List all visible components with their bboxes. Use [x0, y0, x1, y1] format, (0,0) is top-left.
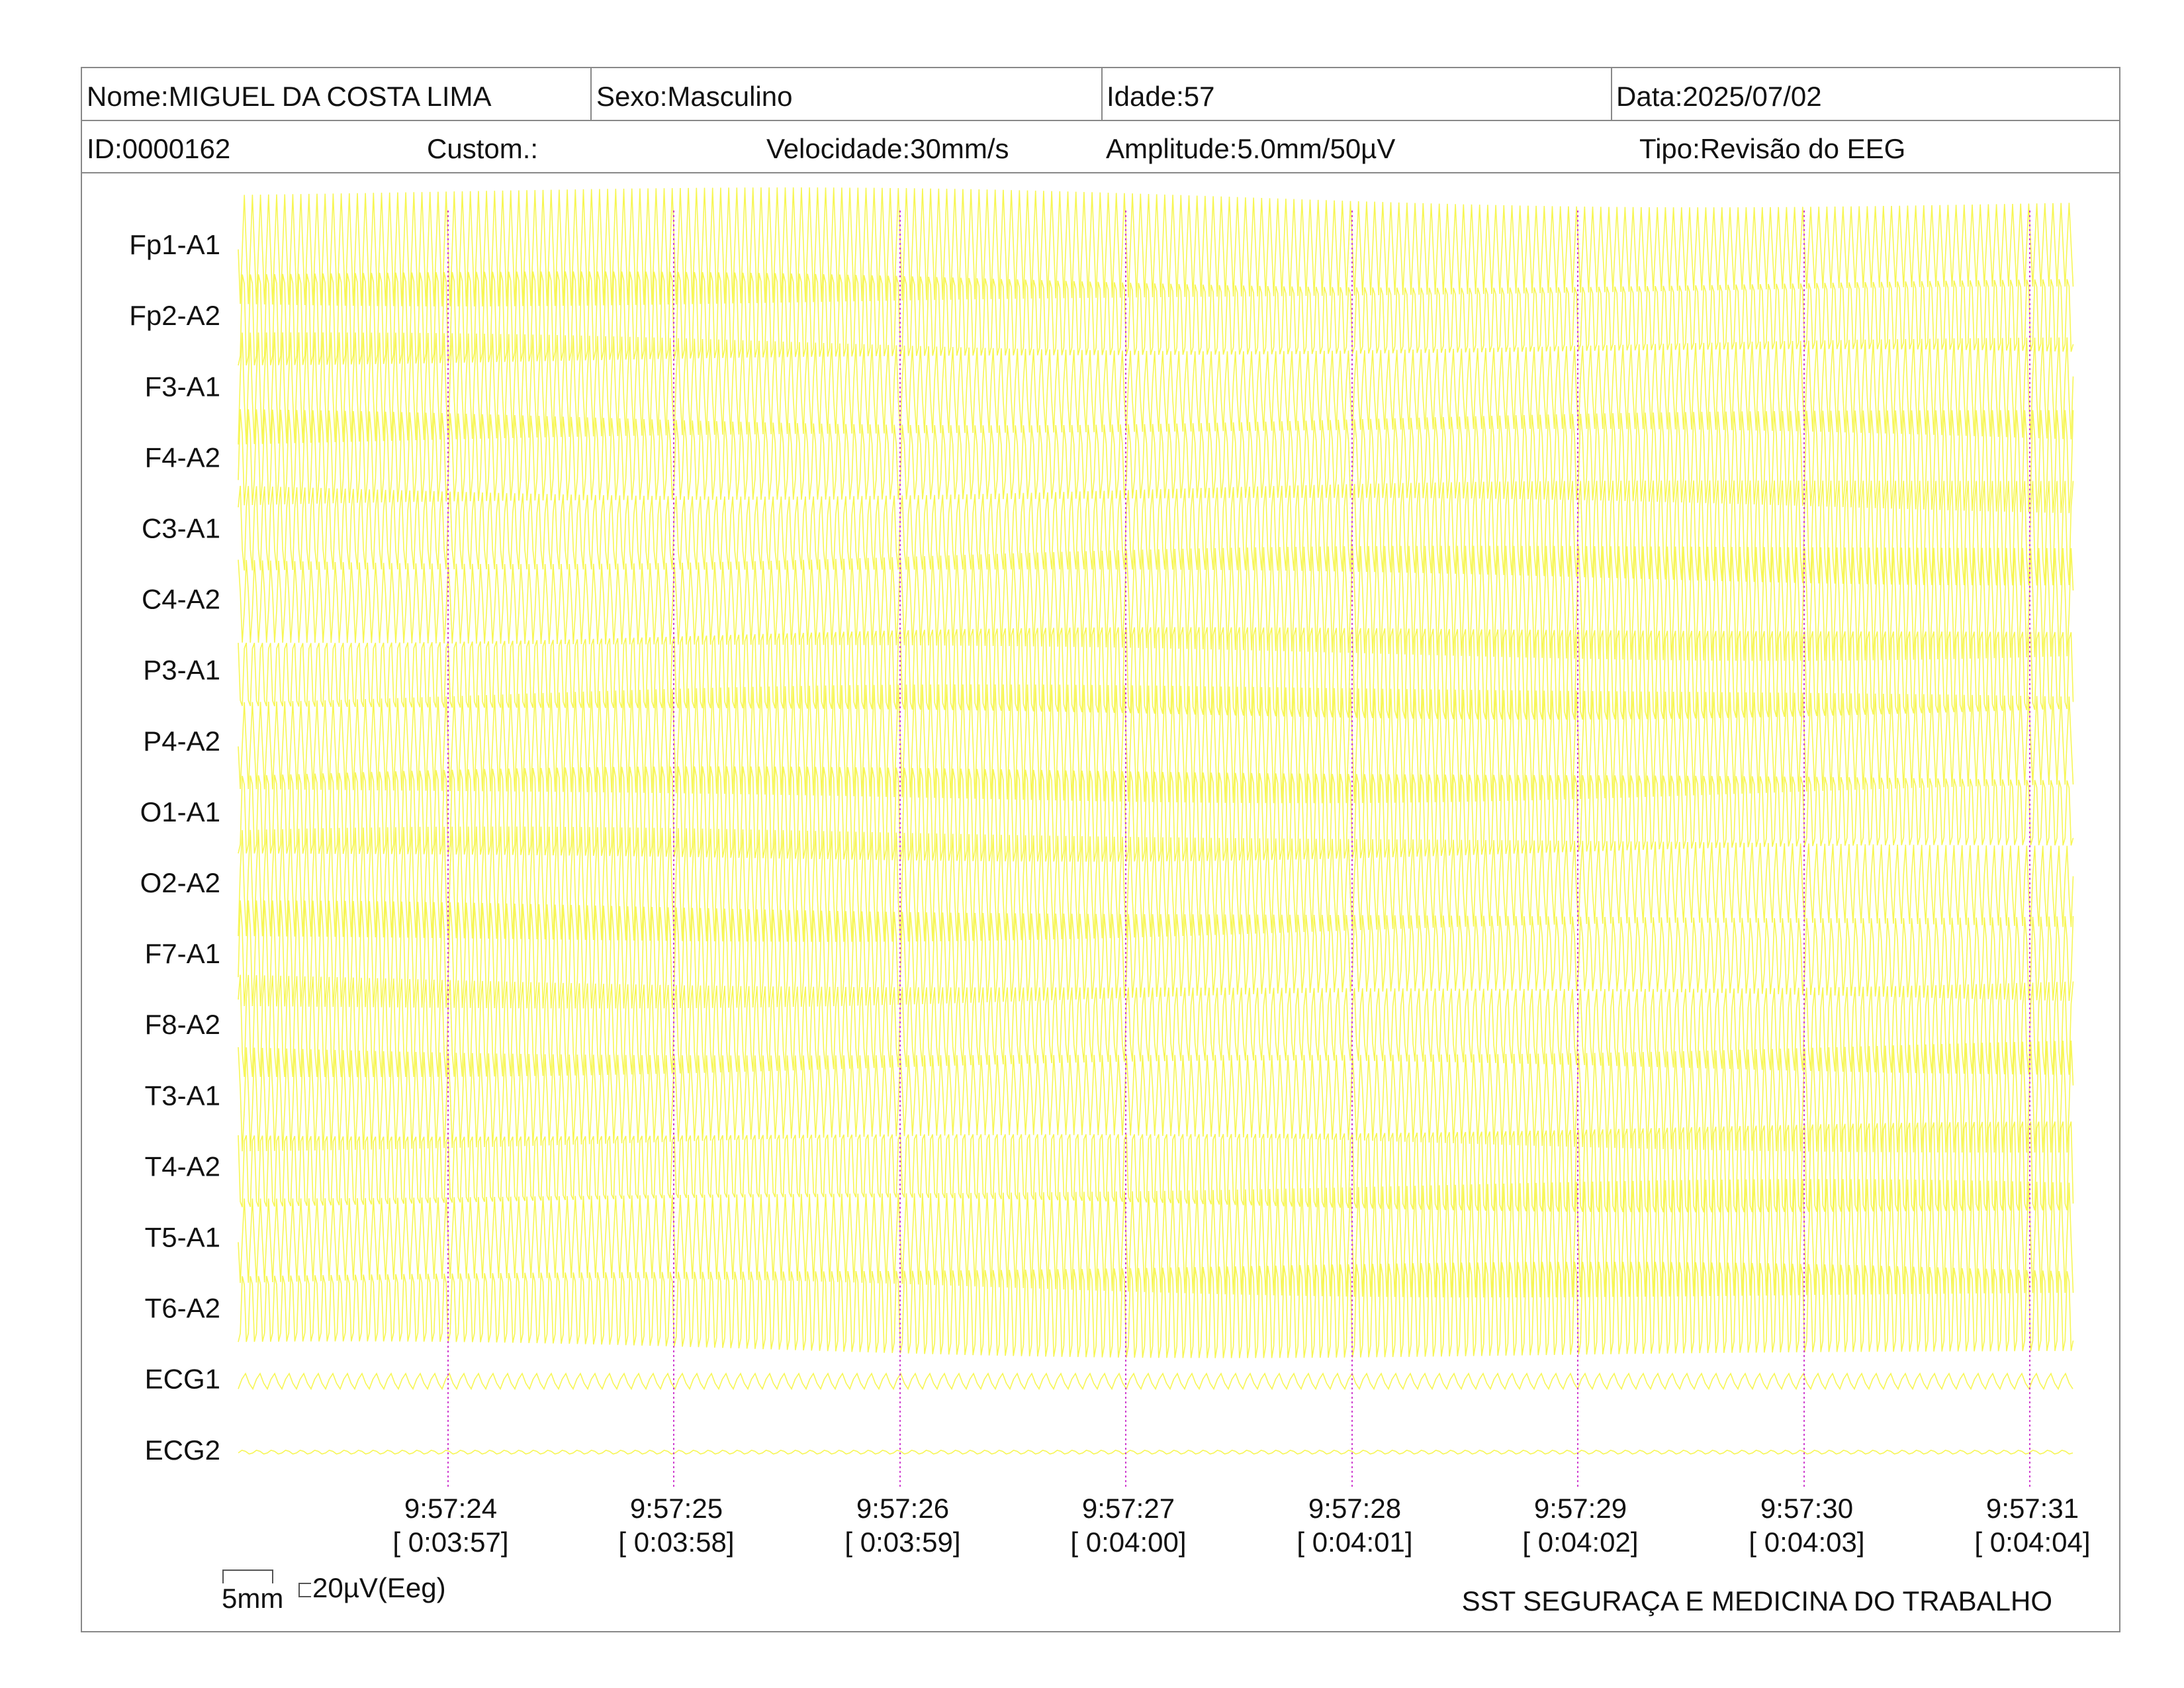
- waveform: [238, 684, 2074, 804]
- waveform: [238, 409, 2074, 514]
- elapsed-label: [ 0:04:01]: [1297, 1526, 1412, 1558]
- header-field: Idade:57: [1107, 81, 1215, 112]
- header-field: Sexo:Masculino: [596, 81, 792, 112]
- time-label: 9:57:25: [630, 1493, 723, 1524]
- waveform: [238, 627, 2074, 720]
- header-field: Nome:MIGUEL DA COSTA LIMA: [87, 81, 491, 112]
- channel-label: F8-A2: [145, 1009, 220, 1040]
- waveform: [238, 974, 2074, 1078]
- waveform: [238, 1372, 2073, 1390]
- waveform: [238, 1179, 2074, 1298]
- waveform: [238, 271, 2074, 366]
- report-frame: [81, 67, 2120, 1632]
- header-field: Data:2025/07/02: [1616, 81, 1822, 112]
- waveform: [238, 826, 2074, 942]
- waveform: [238, 187, 2074, 306]
- channel-label: P3-A1: [143, 655, 220, 686]
- channel-label: O2-A2: [140, 867, 220, 898]
- waveform: [238, 480, 2074, 586]
- waveform: [238, 1450, 2073, 1455]
- time-label: 9:57:27: [1082, 1493, 1175, 1524]
- channel-label: T4-A2: [145, 1150, 220, 1182]
- waveform: [238, 332, 2074, 445]
- channel-label: T5-A1: [145, 1221, 220, 1252]
- channel-label: C4-A2: [142, 584, 220, 615]
- waveform: [238, 1261, 2074, 1358]
- channel-label: F4-A2: [145, 442, 220, 473]
- elapsed-label: [ 0:03:59]: [844, 1526, 960, 1558]
- waveform: [238, 1040, 2074, 1153]
- time-label: 9:57:26: [856, 1493, 949, 1524]
- channel-label: ECG1: [145, 1364, 220, 1395]
- header-field: Tipo:Revisão do EEG: [1639, 133, 1905, 164]
- time-label: 9:57:31: [1986, 1493, 2079, 1524]
- time-label: 9:57:30: [1760, 1493, 1853, 1524]
- time-label: 9:57:24: [404, 1493, 497, 1524]
- channel-labels: Fp1-A1 Fp2-A2 F3-A1 F4-A2 C3-A1 C4-A2 P3-A1 P4-…: [129, 229, 220, 1466]
- channel-label: F3-A1: [145, 371, 220, 402]
- elapsed-label: [ 0:04:03]: [1749, 1526, 1864, 1558]
- waveform: [238, 900, 2074, 1009]
- channel-label: C3-A1: [142, 512, 220, 543]
- elapsed-label: [ 0:03:58]: [618, 1526, 734, 1558]
- time-label: 9:57:29: [1534, 1493, 1627, 1524]
- header-field: Custom.:: [427, 133, 538, 164]
- scale-length: 5mm: [222, 1583, 283, 1614]
- header-field: Amplitude:5.0mm/50µV: [1106, 133, 1395, 164]
- header-field: Velocidade:30mm/s: [766, 133, 1009, 164]
- channel-label: T6-A2: [145, 1293, 220, 1324]
- elapsed-label: [ 0:04:04]: [1974, 1526, 2090, 1558]
- time-label: 9:57:28: [1308, 1493, 1401, 1524]
- scale-bar: [298, 1583, 311, 1597]
- channel-label: P4-A2: [143, 726, 220, 757]
- channel-label: F7-A1: [145, 938, 220, 969]
- waveform: [238, 1121, 2074, 1213]
- channel-label: T3-A1: [145, 1080, 220, 1111]
- waveform: [238, 545, 2074, 661]
- scale-bar: [222, 1570, 273, 1583]
- channel-label: O1-A1: [140, 796, 220, 827]
- elapsed-label: [ 0:04:00]: [1070, 1526, 1186, 1558]
- channel-label: Fp2-A2: [129, 300, 220, 331]
- channel-label: ECG2: [145, 1434, 220, 1466]
- elapsed-label: [ 0:04:02]: [1522, 1526, 1638, 1558]
- footer: SST SEGURAÇA E MEDICINA DO TRABALHO: [1462, 1585, 2052, 1617]
- waveform-area: [238, 187, 2074, 1455]
- channel-label: Fp1-A1: [129, 229, 220, 260]
- waveform: [238, 766, 2074, 862]
- header-field: ID:0000162: [87, 133, 230, 164]
- elapsed-label: [ 0:03:57]: [392, 1526, 508, 1558]
- scale-amplitude: 20µV(Eeg): [312, 1572, 446, 1603]
